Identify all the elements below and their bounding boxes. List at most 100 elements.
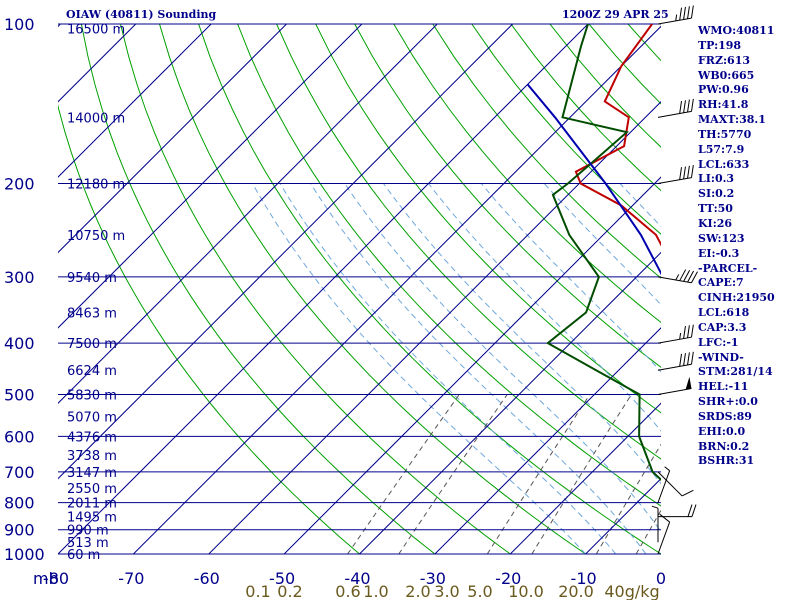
temperature-tick-label: -60 bbox=[194, 569, 220, 588]
wind-barb-feather bbox=[690, 351, 694, 365]
wind-barb bbox=[657, 5, 694, 25]
isotherm-line bbox=[58, 24, 212, 178]
index-line: FRZ:613 bbox=[698, 53, 751, 67]
height-label: 2550 m bbox=[67, 482, 117, 497]
wind-barb-feather bbox=[691, 271, 698, 284]
wind-barb-feather bbox=[679, 353, 683, 367]
mixing-ratio-label: 0.6 bbox=[335, 582, 360, 600]
wind-barb-feather bbox=[679, 7, 683, 21]
index-line: TH:5770 bbox=[698, 127, 752, 141]
dry-adiabat-line bbox=[198, 24, 661, 554]
index-line: BSHR:31 bbox=[698, 454, 755, 468]
wind-barb-feather bbox=[690, 165, 694, 178]
temperature-tick-label: -10 bbox=[571, 569, 597, 588]
wind-barb-feather bbox=[691, 504, 697, 517]
moist-adiabat-line bbox=[252, 183, 586, 554]
dry-adiabat-line bbox=[237, 24, 661, 507]
pressure-tick-label: 200 bbox=[4, 175, 35, 194]
mixing-ratio-label: 40g/kg bbox=[604, 582, 659, 600]
wind-barb-feather bbox=[683, 100, 686, 113]
wind-barb-feather bbox=[679, 100, 683, 114]
index-line: SHR+:0.0 bbox=[698, 395, 758, 409]
isotherm-line bbox=[58, 24, 287, 254]
pressure-tick-label: 900 bbox=[4, 521, 35, 540]
isotherm-line bbox=[58, 24, 363, 329]
wind-barb-half-feather bbox=[679, 332, 682, 340]
wind-barb-feather bbox=[687, 270, 695, 283]
wind-barbs bbox=[651, 5, 698, 555]
parcel-profile-line bbox=[526, 83, 661, 276]
dry-adiabat-line bbox=[354, 24, 661, 368]
mixing-ratio-label: 0.2 bbox=[277, 582, 302, 600]
wind-barb-flag bbox=[685, 376, 692, 390]
wind-barb bbox=[657, 466, 671, 503]
pressure-tick-label: 300 bbox=[4, 268, 35, 287]
height-label: 10750 m bbox=[67, 229, 125, 244]
wind-barb-half-feather bbox=[651, 505, 659, 509]
dry-adiabat-line bbox=[58, 104, 360, 554]
wind-barb-staff bbox=[657, 336, 692, 344]
pressure-tick-label: 1000 bbox=[4, 545, 45, 564]
index-line: EHI:0.0 bbox=[698, 424, 746, 438]
wind-barb bbox=[657, 513, 671, 555]
wind-barb-feather bbox=[679, 167, 683, 180]
isotherm-line bbox=[208, 101, 661, 554]
index-line: CINH:21950 bbox=[698, 291, 775, 305]
index-line: LCL:618 bbox=[698, 306, 750, 320]
index-line: HEL:-11 bbox=[698, 380, 749, 394]
wind-barb-staff bbox=[657, 276, 692, 284]
index-line: CAPE:7 bbox=[698, 276, 744, 290]
isotherm-line bbox=[58, 24, 589, 554]
pressure-tick-label: 400 bbox=[4, 334, 35, 353]
wind-barb bbox=[651, 505, 659, 543]
index-line: BRN:0.2 bbox=[698, 439, 750, 453]
height-label: 990 m bbox=[67, 524, 109, 539]
height-label: 3147 m bbox=[67, 466, 117, 481]
index-line: MAXT:38.1 bbox=[698, 113, 766, 127]
index-line: -PARCEL- bbox=[698, 261, 758, 275]
index-line: WB0:665 bbox=[698, 68, 755, 82]
isotherm-line bbox=[509, 402, 661, 554]
wind-barb-staff bbox=[657, 363, 692, 371]
wind-barb-half-feather bbox=[675, 274, 680, 281]
temperature-tick-label: -40 bbox=[344, 569, 370, 588]
wind-barb-feather bbox=[687, 352, 690, 366]
height-label: 3738 m bbox=[67, 449, 117, 464]
wind-barb-staff bbox=[657, 110, 692, 118]
temperature-profile-line bbox=[574, 24, 661, 247]
wind-barb-half-feather bbox=[675, 14, 678, 21]
height-label: 7500 m bbox=[67, 337, 117, 352]
pressure-tick-label: 700 bbox=[4, 463, 35, 482]
mixing-ratio-label: 20.0 bbox=[558, 582, 594, 600]
wind-barb-feather bbox=[690, 324, 694, 338]
index-line: SRDS:89 bbox=[698, 409, 752, 423]
height-label: 2011 m bbox=[67, 497, 117, 512]
wind-barb-feather bbox=[687, 6, 690, 19]
index-line: LFC:-1 bbox=[698, 335, 739, 349]
wind-barb-feather bbox=[683, 6, 686, 20]
height-label: 9540 m bbox=[67, 271, 117, 286]
dry-adiabat-line bbox=[80, 24, 436, 554]
height-label: 6624 m bbox=[67, 364, 117, 379]
wind-barb-staff bbox=[657, 388, 692, 395]
pressure-tick-label: 500 bbox=[4, 385, 35, 404]
height-label: 16500 m bbox=[67, 23, 125, 38]
wind-barb bbox=[657, 269, 698, 284]
pressure-tick-label: 600 bbox=[4, 427, 35, 446]
wind-barb-feather bbox=[690, 5, 694, 19]
temperature-tick-label: -20 bbox=[495, 569, 521, 588]
index-line: LCL:633 bbox=[698, 157, 750, 171]
height-label: 5070 m bbox=[67, 410, 117, 425]
height-label: 5830 m bbox=[67, 388, 117, 403]
moist-adiabat-line bbox=[480, 183, 661, 373]
wind-barb-feather bbox=[679, 269, 687, 281]
temperature-tick-label: 0 bbox=[656, 569, 666, 588]
wind-barb-staff bbox=[657, 177, 692, 185]
wind-barb bbox=[657, 98, 694, 118]
wind-barb-feather bbox=[690, 98, 694, 112]
dry-adiabat-line bbox=[276, 24, 661, 460]
isotherm-line bbox=[283, 176, 661, 554]
isotherm-line bbox=[359, 251, 661, 554]
wind-barb-feather bbox=[687, 165, 690, 179]
